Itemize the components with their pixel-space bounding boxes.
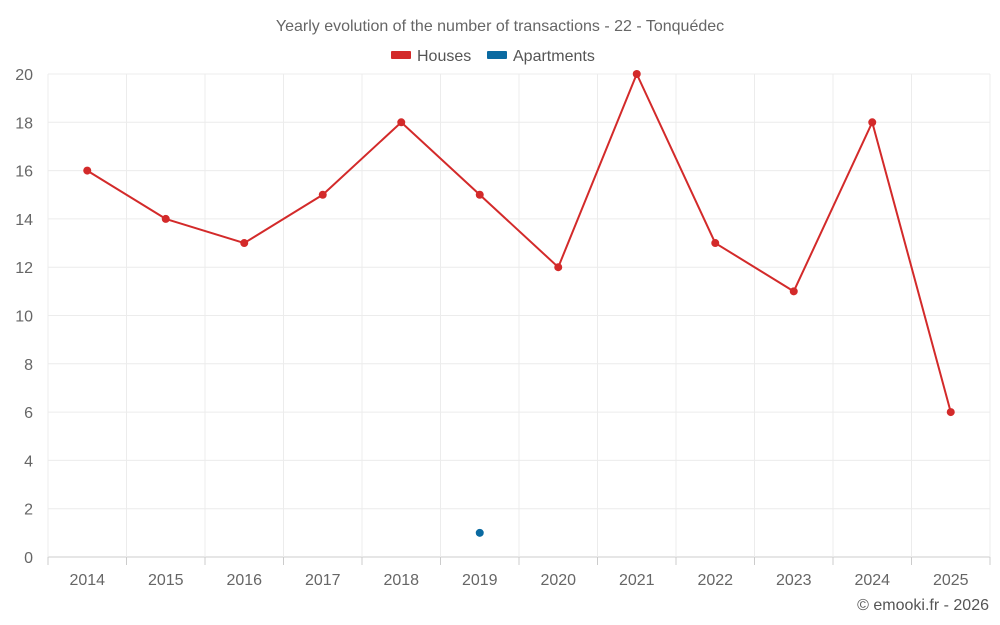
x-tick-label: 2015 [148,572,184,589]
y-tick-label: 6 [24,405,33,422]
y-tick-label: 4 [24,453,33,470]
legend-label-houses: Houses [417,48,471,65]
data-point-houses[interactable] [946,408,955,417]
legend: Houses Apartments [391,48,595,65]
x-tick-label: 2019 [462,572,498,589]
x-tick-label: 2016 [226,572,262,589]
grid [47,73,991,558]
credit-text: © emooki.fr - 2026 [857,597,989,614]
y-tick-label: 16 [15,164,33,181]
legend-swatch-apartments [487,51,507,59]
data-point-houses[interactable] [83,166,92,175]
y-tick-label: 14 [15,212,33,229]
series-line-houses [86,73,952,413]
x-tick-label: 2020 [540,572,576,589]
y-tick-label: 2 [24,502,33,519]
x-axis: 2014 2015 2016 2017 2018 2019 2020 2021 2022 2023… [47,557,991,589]
x-tick-label: 2021 [619,572,655,589]
data-point-houses[interactable] [475,190,484,199]
legend-label-apartments: Apartments [513,48,595,65]
data-point-houses[interactable] [711,239,720,248]
x-tick-label: 2022 [697,572,733,589]
legend-item-houses[interactable]: Houses [391,48,471,65]
y-tick-label: 0 [24,550,33,567]
data-point-apartments[interactable] [475,528,484,537]
legend-swatch-houses [391,51,411,59]
y-tick-label: 12 [15,260,33,277]
data-point-houses[interactable] [789,287,798,296]
x-tick-label: 2025 [933,572,969,589]
data-point-houses[interactable] [554,263,563,272]
series-houses [83,70,955,417]
data-point-houses[interactable] [632,70,641,78]
data-point-houses[interactable] [397,118,406,127]
data-point-houses[interactable] [318,190,327,199]
series-apartments [475,528,484,537]
y-tick-label: 10 [15,309,33,326]
legend-item-apartments[interactable]: Apartments [487,48,595,65]
x-tick-label: 2017 [305,572,341,589]
data-point-houses[interactable] [161,214,170,223]
y-tick-label: 8 [24,357,33,374]
y-tick-label: 18 [15,115,33,132]
y-axis: 0 2 4 6 8 10 12 14 16 18 20 [15,67,33,567]
chart-title: Yearly evolution of the number of transa… [276,18,724,35]
x-tick-label: 2023 [776,572,812,589]
series [83,70,955,537]
x-tick-label: 2014 [69,572,105,589]
x-tick-label: 2018 [383,572,419,589]
data-point-houses[interactable] [240,239,249,248]
x-tick-label: 2024 [854,572,890,589]
data-point-houses[interactable] [868,118,877,127]
y-tick-label: 20 [15,67,33,84]
